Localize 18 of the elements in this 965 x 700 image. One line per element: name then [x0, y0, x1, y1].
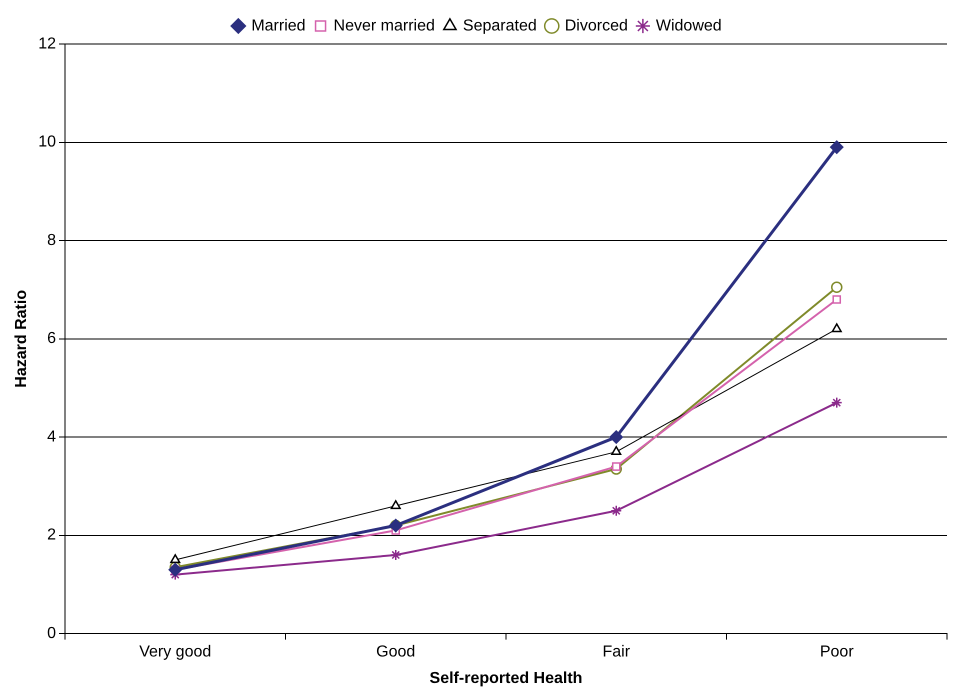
- y-tick-label: 2: [47, 526, 56, 544]
- y-axis-title: Hazard Ratio: [13, 290, 30, 388]
- y-tick-label: 12: [38, 35, 56, 52]
- y-tick-label: 6: [47, 330, 56, 348]
- y-tick-label: 10: [38, 134, 56, 151]
- legend-label: Married: [251, 17, 306, 34]
- y-tick-label: 4: [47, 428, 56, 446]
- legend-label: Divorced: [564, 17, 628, 34]
- y-tick-label: 0: [47, 625, 56, 642]
- legend-label: Separated: [462, 17, 537, 34]
- legend-label: Widowed: [656, 17, 722, 34]
- x-axis-title: Self-reported Health: [430, 670, 582, 687]
- x-tick-label: Very good: [139, 644, 212, 661]
- x-tick-label: Good: [376, 644, 416, 661]
- y-tick-label: 8: [47, 232, 56, 249]
- legend-label: Never married: [334, 17, 435, 34]
- x-tick-label: Poor: [820, 644, 854, 661]
- x-tick-label: Fair: [602, 644, 631, 661]
